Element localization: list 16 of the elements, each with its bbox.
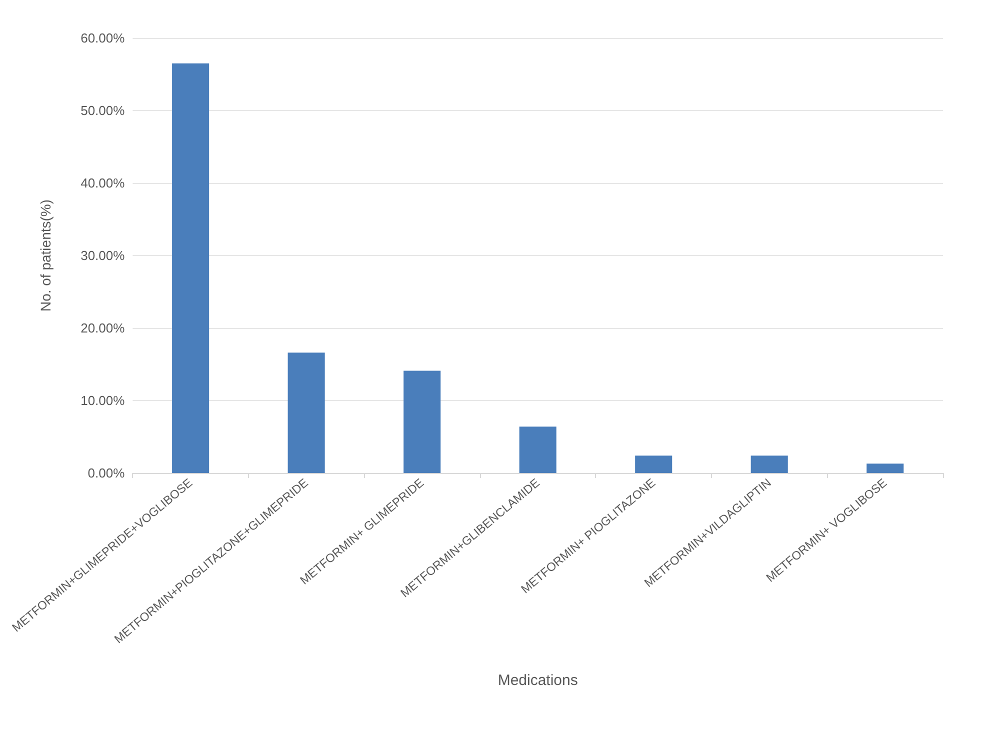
bar — [866, 464, 904, 473]
bar — [172, 63, 210, 473]
bar — [404, 370, 441, 473]
bar — [288, 352, 325, 473]
y-tick-label: 50.00% — [80, 103, 126, 118]
y-tick-label: 30.00% — [80, 248, 126, 263]
y-tick-label: 10.00% — [80, 393, 126, 408]
y-tick-label: 0.00% — [88, 466, 126, 480]
bar — [635, 456, 672, 473]
y-tick-label: 20.00% — [80, 320, 126, 336]
bar — [750, 456, 788, 473]
y-tick-label: 40.00% — [80, 176, 126, 190]
y-axis-title: No. of patients(%) — [38, 199, 54, 312]
y-tick-label: 60.00% — [80, 30, 126, 46]
bar — [519, 426, 556, 473]
x-axis-title: Medications — [498, 672, 578, 689]
